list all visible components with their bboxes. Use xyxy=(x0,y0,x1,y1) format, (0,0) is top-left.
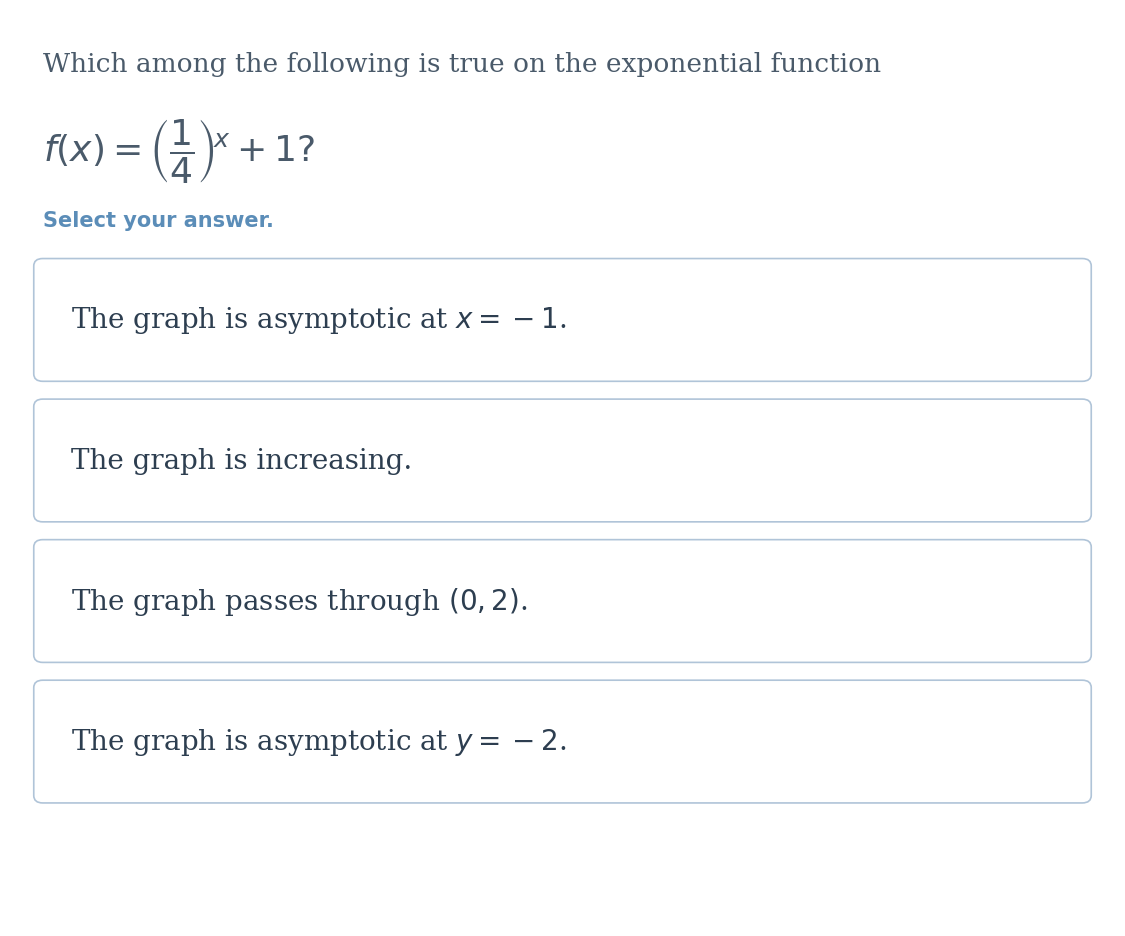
Text: The graph is increasing.: The graph is increasing. xyxy=(71,447,412,475)
Text: The graph is asymptotic at $x = -1$.: The graph is asymptotic at $x = -1$. xyxy=(71,305,566,336)
FancyBboxPatch shape xyxy=(34,680,1091,803)
FancyBboxPatch shape xyxy=(34,400,1091,522)
Text: $f(x) = \left(\dfrac{1}{4}\right)^{\!x} + 1?$: $f(x) = \left(\dfrac{1}{4}\right)^{\!x} … xyxy=(43,117,315,185)
FancyBboxPatch shape xyxy=(34,259,1091,382)
FancyBboxPatch shape xyxy=(34,540,1091,663)
Text: The graph is asymptotic at $y = -2$.: The graph is asymptotic at $y = -2$. xyxy=(71,726,566,757)
Text: Select your answer.: Select your answer. xyxy=(43,211,273,230)
Text: The graph passes through $(0, 2)$.: The graph passes through $(0, 2)$. xyxy=(71,585,528,618)
Text: Which among the following is true on the exponential function: Which among the following is true on the… xyxy=(43,51,881,77)
